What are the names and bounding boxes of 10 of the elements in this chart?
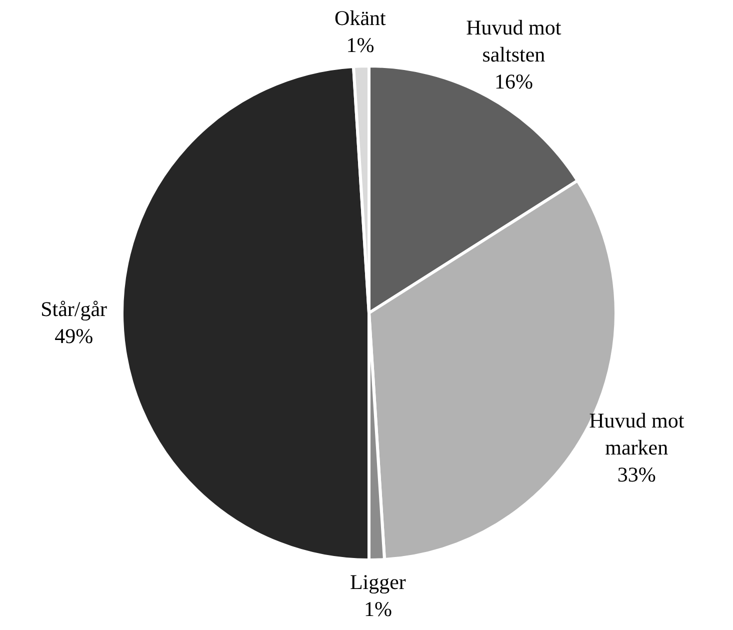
data-label: 1% [346,33,374,58]
data-label: 49% [54,324,94,348]
data-label: 16% [494,70,533,94]
data-label: 1% [364,596,392,621]
slice-label: Huvud mot saltsten [466,16,562,67]
slice-label: Står/går [40,296,108,321]
data-label: 33% [617,462,656,487]
slice-label: Huvud mot marken [589,408,684,460]
slice-label: Okänt [334,6,386,30]
slice-label: Ligger [350,570,406,594]
